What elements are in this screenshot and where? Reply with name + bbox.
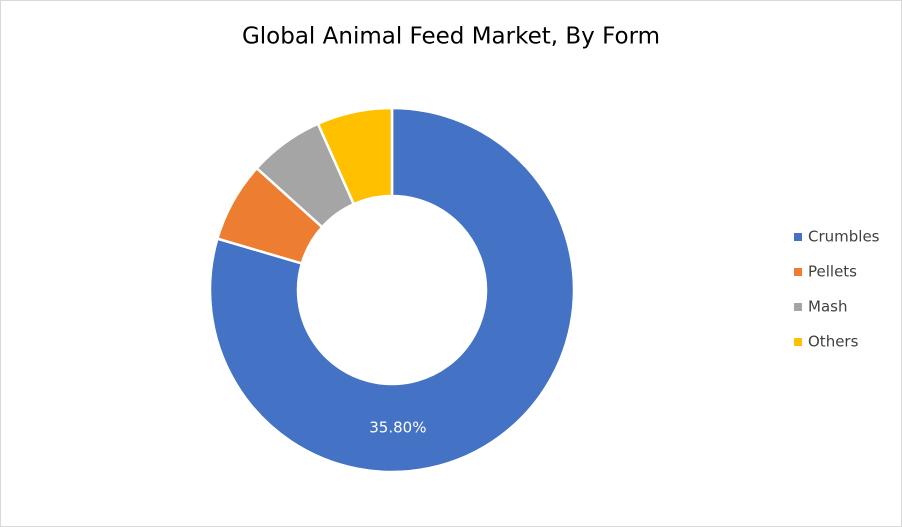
legend-swatch: [794, 303, 802, 311]
donut-slice: [316, 106, 394, 206]
legend-label: Crumbles: [808, 228, 880, 246]
legend-label: Pellets: [808, 263, 857, 281]
legend-swatch: [794, 233, 802, 241]
donut-slice: [208, 106, 576, 474]
legend-swatch: [794, 338, 802, 346]
legend-label: Others: [808, 333, 859, 351]
legend-swatch: [794, 268, 802, 276]
chart-title: Global Animal Feed Market, By Form: [242, 24, 660, 50]
data-label: 35.80%: [369, 418, 426, 436]
legend-label: Mash: [808, 298, 847, 316]
